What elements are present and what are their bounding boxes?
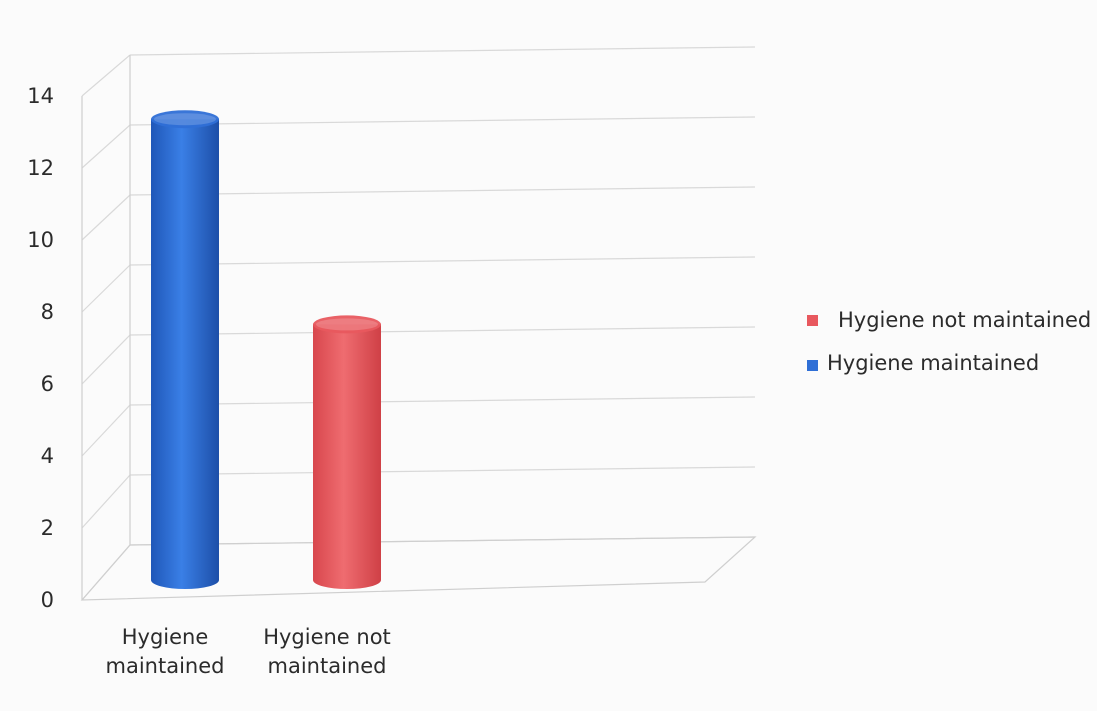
bar-top-highlight <box>316 318 378 331</box>
gridline <box>129 396 756 406</box>
gridline <box>129 326 756 336</box>
gridline <box>129 116 756 126</box>
y-tick-label: 14 <box>27 84 54 108</box>
x-category-label-line: maintained <box>106 654 225 678</box>
gridline <box>129 186 756 196</box>
legend-entry: Hygiene not maintained <box>807 308 1091 332</box>
y-tick-labels: 0 2 4 6 8 10 12 14 <box>27 84 54 612</box>
legend-swatch <box>807 360 818 371</box>
y-tick-label: 8 <box>41 300 54 324</box>
bars <box>151 110 381 589</box>
gridline <box>129 46 756 56</box>
gridline-side <box>81 334 131 385</box>
x-category-label-line: Hygiene not <box>263 625 391 649</box>
x-category-label: Hygiene maintained <box>106 625 225 678</box>
y-tick-label: 10 <box>27 228 54 252</box>
bar-top <box>313 315 381 334</box>
gridline-side <box>81 474 131 529</box>
legend-label: Hygiene maintained <box>827 351 1039 375</box>
y-tick-label: 6 <box>41 372 54 396</box>
gridline-side <box>81 404 131 457</box>
gridlines <box>81 46 756 601</box>
bar-cylinder <box>151 110 219 589</box>
y-tick-label: 0 <box>41 588 54 612</box>
legend-swatch <box>807 315 818 326</box>
legend-label: Hygiene not maintained <box>838 308 1091 332</box>
gridline-side <box>81 54 131 97</box>
bar-body <box>313 324 381 589</box>
bar-top <box>151 110 219 129</box>
gridline <box>129 256 756 266</box>
y-tick-label: 2 <box>41 516 54 540</box>
axes <box>80 55 757 601</box>
x-category-label-line: Hygiene <box>122 625 209 649</box>
legend: Hygiene not maintained Hygiene maintained <box>807 308 1091 375</box>
x-category-label-line: maintained <box>268 654 387 678</box>
gridline <box>129 466 756 476</box>
x-category-label: Hygiene not maintained <box>263 625 391 678</box>
bar-cylinder <box>313 315 381 589</box>
gridline-side <box>81 264 131 313</box>
category-labels: Hygiene maintained Hygiene not maintained <box>106 625 391 678</box>
y-tick-label: 12 <box>27 156 54 180</box>
y-tick-label: 4 <box>41 444 54 468</box>
gridline-side <box>81 194 131 241</box>
floor <box>80 536 757 601</box>
bar-top-highlight <box>154 113 216 126</box>
bar-body <box>151 119 219 589</box>
legend-entry: Hygiene maintained <box>807 351 1039 375</box>
gridline-side <box>81 124 131 169</box>
